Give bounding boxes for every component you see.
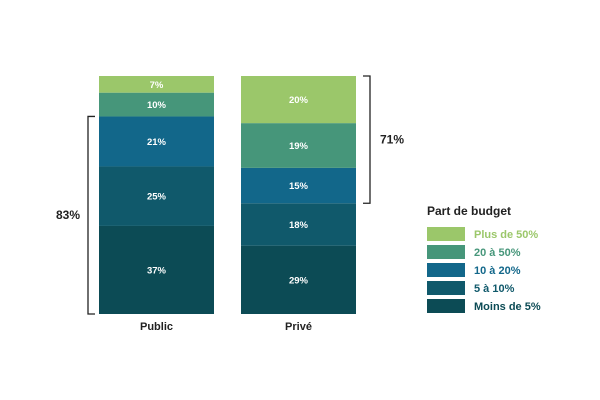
- value-label: 19%: [289, 141, 309, 152]
- bar-segment-prive-2: [241, 167, 356, 204]
- value-label: 20%: [289, 95, 309, 106]
- legend-label: 5 à 10%: [474, 283, 515, 295]
- value-label: 37%: [147, 265, 167, 276]
- bar-segment-public-0: [99, 225, 214, 314]
- legend: Part de budget Plus de 50% 20 à 50% 10 à 2…: [427, 204, 541, 313]
- legend-swatch: [427, 227, 465, 241]
- bracket-right: [363, 75, 371, 204]
- legend-title: Part de budget: [427, 204, 511, 218]
- legend-swatch: [427, 281, 465, 295]
- category-label: Privé: [285, 321, 312, 333]
- value-label: 18%: [289, 220, 309, 231]
- value-label: 15%: [289, 181, 309, 192]
- bar-segment-prive-3: [241, 123, 356, 168]
- legend-swatch: [427, 245, 465, 259]
- value-label: 21%: [147, 137, 167, 148]
- value-label: 10%: [147, 100, 167, 111]
- bar-segment-prive-1: [241, 203, 356, 246]
- bar-segment-public-1: [99, 166, 214, 226]
- legend-swatch: [427, 263, 465, 277]
- bracket-label: 83%: [56, 208, 80, 222]
- bar-segment-prive-4: [241, 76, 356, 124]
- bar-segment-public-4: [99, 76, 214, 93]
- value-label: 25%: [147, 192, 167, 203]
- legend-label: Moins de 5%: [474, 301, 541, 313]
- legend-swatch: [427, 299, 465, 313]
- category-label: Public: [140, 321, 173, 333]
- bar-segment-prive-0: [241, 245, 356, 314]
- legend-label: 10 à 20%: [474, 265, 521, 277]
- bars-group: 37% 25% 21% 10% 7% 29% 18% 15% 19% 20%: [99, 76, 356, 314]
- bar-segment-public-3: [99, 92, 214, 117]
- category-labels-group: Public Privé: [140, 321, 312, 333]
- legend-label: Plus de 50%: [474, 229, 538, 241]
- value-label: 7%: [150, 80, 164, 91]
- value-label: 29%: [289, 275, 309, 286]
- brackets-group: 83% 71%: [56, 75, 404, 315]
- bar-segment-public-2: [99, 116, 214, 167]
- bracket-label: 71%: [380, 133, 404, 147]
- bracket-left: [87, 115, 95, 315]
- legend-label: 20 à 50%: [474, 247, 521, 259]
